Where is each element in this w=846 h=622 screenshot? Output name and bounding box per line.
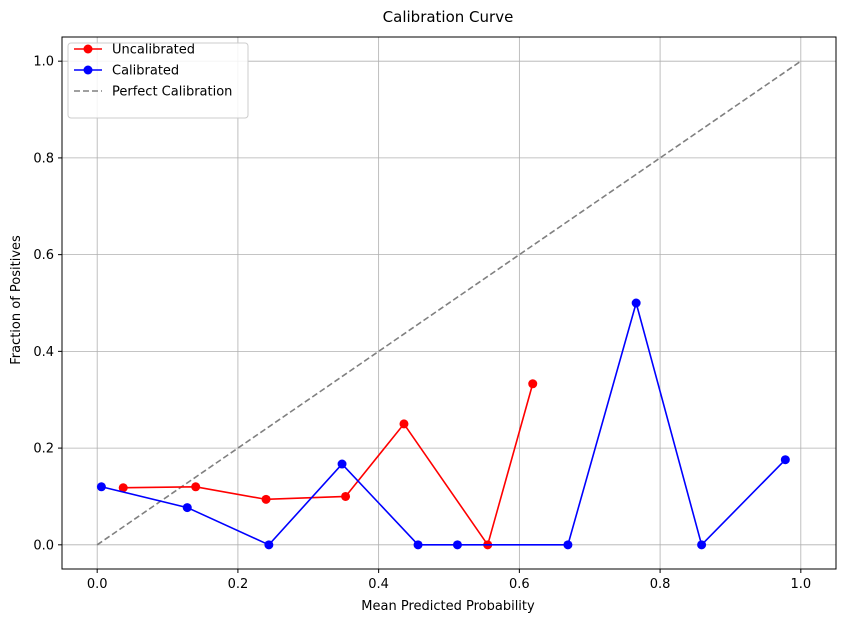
plot-frame xyxy=(61,36,837,570)
calibrated-point xyxy=(780,455,790,465)
legend-box xyxy=(67,42,249,119)
legend-marker-uncalibrated xyxy=(83,44,93,54)
x-axis-label: Mean Predicted Probability xyxy=(361,599,535,614)
legend: Uncalibrated Calibrated Perfect Calibratio… xyxy=(67,42,249,119)
uncalibrated-point xyxy=(341,491,351,501)
x-tick-label: 0.6 xyxy=(509,577,530,592)
uncalibrated-point xyxy=(399,419,409,429)
legend-label-uncalibrated: Uncalibrated xyxy=(112,43,195,58)
x-tick-label: 0.0 xyxy=(87,577,108,592)
calibrated-point xyxy=(337,459,347,469)
perfect-calibration-line xyxy=(96,60,802,546)
y-tick-label: 0.0 xyxy=(33,538,54,553)
calibrated-point xyxy=(563,540,573,550)
x-tick-label: 0.4 xyxy=(368,577,389,592)
calibrated-point xyxy=(96,482,106,492)
calibrated-point xyxy=(182,503,192,513)
x-tick-label: 0.8 xyxy=(650,577,671,592)
chart-title: Calibration Curve xyxy=(383,8,514,26)
y-tick-label: 0.6 xyxy=(33,248,54,263)
y-tick-label: 0.2 xyxy=(33,442,54,457)
x-tick-label: 0.2 xyxy=(228,577,249,592)
uncalibrated-point xyxy=(118,483,128,493)
perfect-calibration-layer xyxy=(96,60,802,546)
calibrated-point xyxy=(631,298,641,308)
ticks: 0.0 0.2 0.4 0.6 0.8 1.0 0.0 0.2 0.4 0.6 0.8 1.0 xyxy=(33,55,811,592)
uncalibrated-point xyxy=(261,494,271,504)
legend-label-calibrated: Calibrated xyxy=(112,64,179,79)
calibrated-point xyxy=(264,540,274,550)
y-tick-label: 0.8 xyxy=(33,151,54,166)
x-tick-label: 1.0 xyxy=(790,577,811,592)
uncalibrated-point xyxy=(191,482,201,492)
legend-label-perfect-calibration: Perfect Calibration xyxy=(112,85,232,100)
calibrated-point xyxy=(697,540,707,550)
uncalibrated-line xyxy=(123,383,534,547)
calibrated-point xyxy=(452,540,462,550)
y-tick-label: 0.4 xyxy=(33,345,54,360)
uncalibrated-point xyxy=(528,379,538,389)
calibrated-line xyxy=(101,299,786,547)
legend-marker-calibrated xyxy=(83,65,93,75)
series-layer xyxy=(96,298,790,550)
y-tick-label: 1.0 xyxy=(33,55,54,70)
calibrated-point xyxy=(413,540,423,550)
y-axis-label: Fraction of Positives xyxy=(9,235,24,365)
